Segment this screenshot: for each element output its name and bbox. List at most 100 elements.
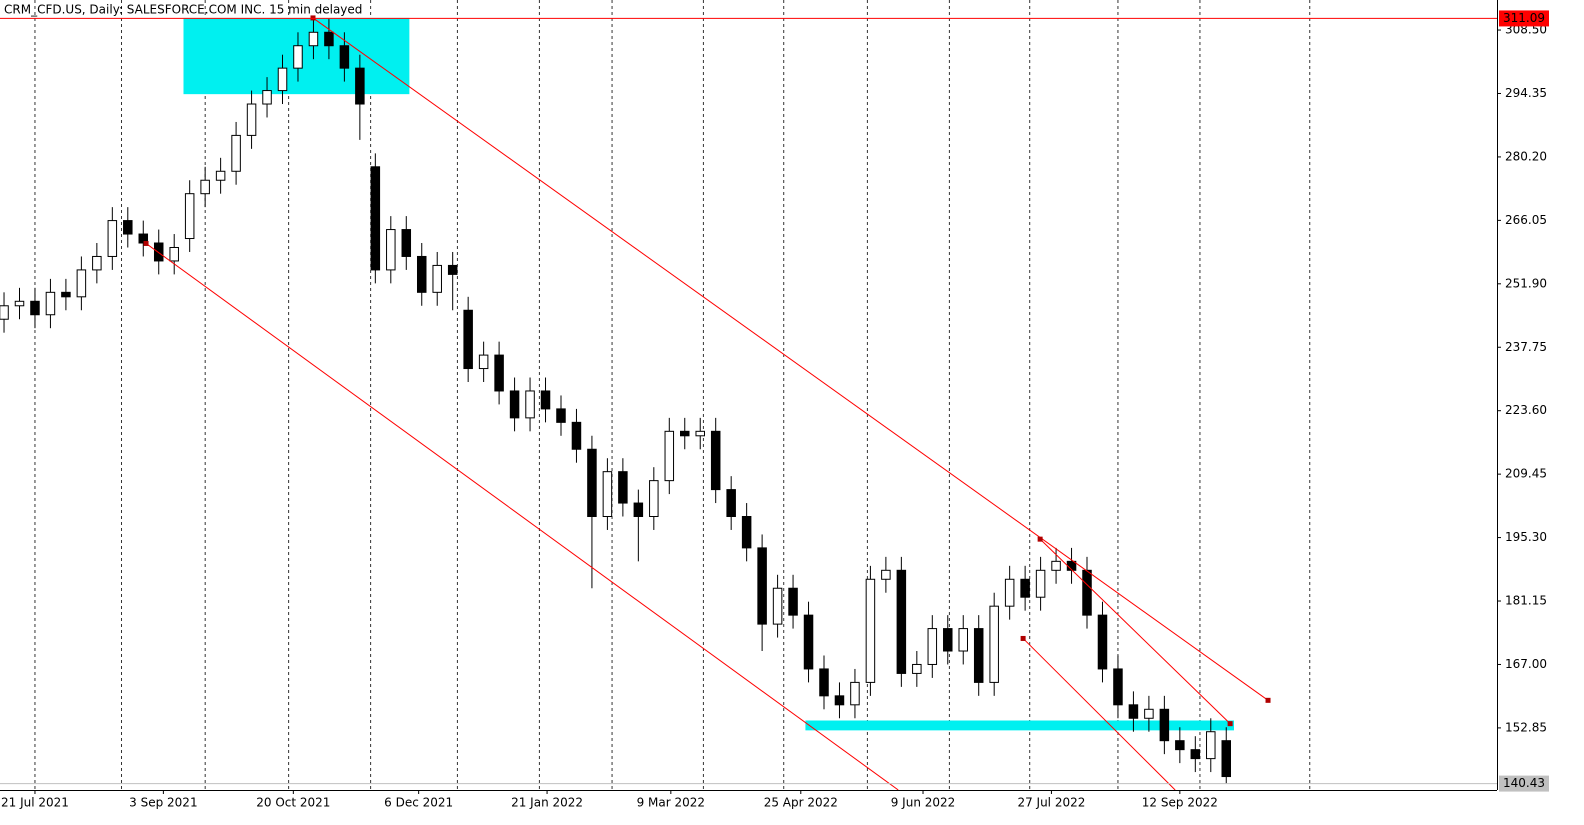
y-tick-label: 266.05 (1505, 213, 1547, 227)
candle-body (293, 45, 303, 69)
candle-body (494, 354, 504, 392)
candle-body (649, 480, 659, 518)
candle-body (1190, 749, 1201, 760)
candle-body (741, 516, 752, 549)
x-tick-label: 3 Sep 2021 (129, 796, 197, 810)
candle-body (262, 90, 272, 105)
candle-body (664, 430, 675, 482)
price-line-box (1499, 10, 1549, 27)
candle-body (92, 255, 102, 271)
candle-body (973, 628, 984, 683)
chart-area (0, 0, 1311, 791)
zone (805, 720, 1234, 731)
candle-body (1082, 569, 1092, 616)
candle-body (200, 179, 210, 195)
candle-body (865, 578, 876, 683)
candle-body (803, 614, 814, 670)
y-tick-label: 195.30 (1505, 530, 1547, 544)
trend-line (1022, 638, 1176, 791)
candle-body (463, 309, 473, 370)
candle-body (881, 569, 891, 580)
y-tick-label: 223.60 (1505, 403, 1547, 417)
candle-body (324, 31, 334, 47)
candle-body (912, 663, 922, 674)
candle-body (1051, 560, 1061, 571)
y-tick-label: 209.45 (1505, 467, 1547, 481)
candle-body (1035, 569, 1046, 598)
candle-body (633, 502, 644, 518)
x-tick-label: 21 Jul 2021 (1, 796, 69, 810)
candle-body (169, 246, 179, 262)
candle-body (215, 170, 226, 181)
trend-anchor (1265, 697, 1271, 703)
candle-body (355, 67, 365, 105)
y-tick-label: 237.75 (1505, 340, 1547, 354)
trend-line (1039, 538, 1231, 725)
candle-body (1159, 708, 1170, 742)
candle-body (1221, 740, 1232, 778)
candle-body (618, 471, 628, 504)
candle-body (0, 305, 9, 320)
x-tick-label: 9 Mar 2022 (637, 796, 705, 810)
x-tick-label: 27 Jul 2022 (1017, 796, 1085, 810)
candle-body (153, 242, 164, 262)
y-tick-label: 251.90 (1505, 276, 1547, 290)
candle-body (710, 430, 721, 491)
candle-body (556, 408, 566, 423)
candle-body (695, 430, 705, 437)
candle-body (788, 587, 798, 616)
price-line-label: 311.09 (1503, 11, 1545, 25)
candle-body (432, 264, 442, 293)
candle-body (386, 229, 396, 271)
candle-body (587, 448, 597, 518)
candle-body (602, 471, 613, 518)
candle-body (1097, 614, 1108, 670)
candle-body (896, 569, 907, 674)
y-tick-label: 294.35 (1505, 86, 1547, 100)
trend-anchor (1227, 721, 1233, 727)
candle-body (757, 547, 767, 625)
candle-body (1128, 704, 1139, 719)
candle-body (138, 233, 149, 244)
candle-body (61, 291, 71, 298)
candle-body (416, 255, 427, 293)
candle-body (1113, 668, 1123, 706)
candle-body (308, 31, 319, 47)
candle-body (1144, 708, 1154, 719)
x-tick-label: 21 Jan 2022 (511, 796, 583, 810)
candle-body (478, 354, 489, 370)
y-tick-label: 167.00 (1505, 657, 1547, 671)
candle-body (30, 300, 40, 316)
candle-body (246, 103, 257, 136)
candle-body (850, 681, 860, 706)
candle-body (571, 421, 582, 450)
x-tick-label: 25 Apr 2022 (764, 796, 838, 810)
candle-body (819, 668, 829, 697)
candle-body (927, 628, 938, 665)
candle-body (525, 390, 535, 419)
candle-body (834, 695, 845, 706)
candle-body (45, 291, 56, 316)
y-tick-label: 152.85 (1505, 720, 1547, 734)
candle-body (14, 300, 25, 307)
candle-body (1020, 578, 1030, 598)
y-tick-label: 280.20 (1505, 149, 1547, 163)
x-tick-label: 9 Jun 2022 (891, 796, 956, 810)
candle-body (107, 220, 118, 257)
candle-body (447, 264, 458, 275)
y-tick-label: 181.15 (1505, 594, 1547, 608)
candle-body (958, 628, 968, 652)
chart-title: CRM_CFD.US, Daily: SALESFORCE.COM INC. 1… (4, 3, 362, 17)
trend-line (145, 243, 899, 791)
trend-line (312, 17, 1269, 701)
last-price-box (1499, 775, 1549, 792)
candle-body (772, 587, 783, 625)
trend-anchor (1037, 536, 1043, 542)
trend-anchor (1020, 635, 1026, 641)
candle-body (680, 430, 690, 437)
candle-body (76, 269, 87, 298)
x-tick-label: 12 Sep 2022 (1142, 796, 1218, 810)
candle-body (231, 134, 241, 172)
